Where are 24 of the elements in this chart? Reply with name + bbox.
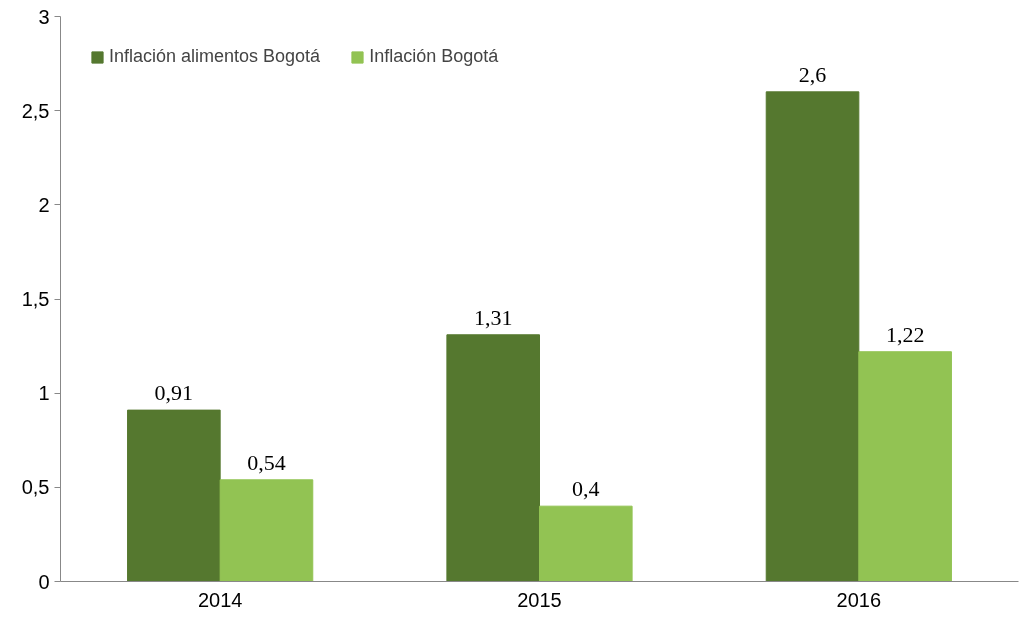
- data-label: 0,54: [247, 449, 286, 475]
- bar: [539, 505, 633, 582]
- data-label: 0,4: [572, 476, 600, 502]
- x-tick-label: 2016: [836, 588, 882, 611]
- data-label: 1,31: [473, 304, 513, 330]
- y-tick-label: 2,5: [21, 99, 50, 122]
- y-tick-label: 1,5: [21, 288, 50, 310]
- x-tick-label: 2014: [197, 588, 243, 611]
- x-tick-label: 2015: [517, 588, 562, 611]
- bar: [219, 479, 314, 582]
- bar: [765, 91, 860, 582]
- data-label: 1,22: [885, 321, 925, 347]
- bar: [446, 334, 540, 582]
- y-tick-label: 1: [38, 382, 50, 405]
- bar: [127, 409, 221, 582]
- bar: [858, 351, 952, 582]
- y-tick-label: 3: [38, 5, 50, 28]
- legend-label: Inflación Bogotá: [369, 46, 499, 67]
- y-tick-label: 0,5: [21, 476, 50, 499]
- legend-label: Inflación alimentos Bogotá: [109, 46, 321, 67]
- y-tick-label: 2: [38, 193, 50, 216]
- data-label: 2,6: [798, 61, 827, 87]
- data-label: 0,91: [154, 380, 194, 406]
- y-tick-label: 0: [38, 570, 50, 593]
